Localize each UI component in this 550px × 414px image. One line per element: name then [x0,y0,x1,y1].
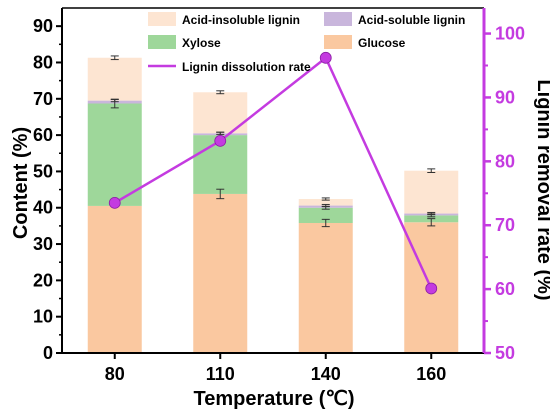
y-tick-label: 0 [43,343,53,363]
error-bar-glucose-160 [427,218,436,227]
error-bar-glucose-140 [321,218,330,228]
legend-label-lignin-dissolution-rate: Lignin dissolution rate [182,60,311,74]
y-tick-label: 70 [33,89,53,109]
error-bar-acid-soluble-lignin-160 [427,211,436,216]
line-lignin-dissolution-rate [114,55,433,289]
error-bar-glucose-110 [216,188,225,200]
bar-acid-insoluble-lignin-160 [404,170,459,214]
error-bar-acid-soluble-lignin-80 [110,99,119,103]
y2-tick-label: 100 [495,24,525,44]
bar-xylose-140 [298,207,353,223]
y-tick-label: 50 [33,161,53,181]
x-axis-label: Temperature (℃) [193,388,354,410]
y2-tick-label: 50 [495,343,515,363]
x-tick-label: 110 [206,364,235,384]
x-tick-label: 80 [105,364,125,384]
legend-swatch-glucose [324,35,352,49]
bar-acid-insoluble-lignin-140 [298,199,353,206]
bar-xylose-80 [87,103,142,206]
error-bar-acid-soluble-lignin-110 [216,131,225,135]
y-tick-label: 10 [33,307,53,327]
bar-glucose-140 [298,222,353,353]
error-bar-acid-insoluble-lignin-160 [427,168,436,174]
legend-swatch-acid-soluble-lignin [324,12,352,26]
error-bar-acid-insoluble-lignin-80 [110,55,119,61]
error-bar-acid-insoluble-lignin-110 [216,90,225,95]
line-point-160 [425,282,438,295]
y2-tick-label: 70 [495,215,515,235]
axes-layer: 0 10 20 30 40 50 60 70 80 90 50 60 70 80 90 100 80 110 140… [33,7,525,384]
y2-tick-label: 80 [495,151,515,171]
y2-tick-label: 90 [495,87,515,107]
legend-label-xylose: Xylose [182,36,221,50]
line-layer [108,51,438,295]
y-tick-label: 20 [33,270,53,290]
bar-acid-insoluble-lignin-80 [87,57,142,101]
error-bar-acid-insoluble-lignin-140 [321,197,330,201]
y-tick-label: 60 [33,125,53,145]
y-tick-label: 90 [33,16,53,36]
legend-label-acid-soluble-lignin: Acid-soluble lignin [358,13,465,27]
error-bar-layer [110,55,436,228]
y-tick-label: 80 [33,52,53,72]
bar-layer [87,57,459,353]
legend-label-glucose: Glucose [358,36,406,50]
bar-glucose-110 [193,193,248,353]
y2-tick-label: 60 [495,279,515,299]
y-tick-label: 30 [33,234,53,254]
legend-label-acid-insoluble-lignin: Acid-insoluble lignin [182,13,300,27]
y-tick-label: 40 [33,198,53,218]
line-point-80 [108,196,121,209]
x-tick-label: 140 [311,364,341,384]
y-axis-label: Content (%) [10,127,32,239]
line-point-140 [319,51,332,64]
legend-swatch-acid-insoluble-lignin [148,12,176,26]
bar-glucose-80 [87,205,142,353]
line-point-110 [214,134,227,147]
x-tick-label: 160 [416,364,446,384]
legend: Acid-insoluble lignin Acid-soluble lignin… [148,12,465,74]
y2-axis-label: Lignin removal rate (%) [533,79,550,300]
error-bar-acid-soluble-lignin-140 [321,203,330,208]
legend-swatch-xylose [148,35,176,49]
